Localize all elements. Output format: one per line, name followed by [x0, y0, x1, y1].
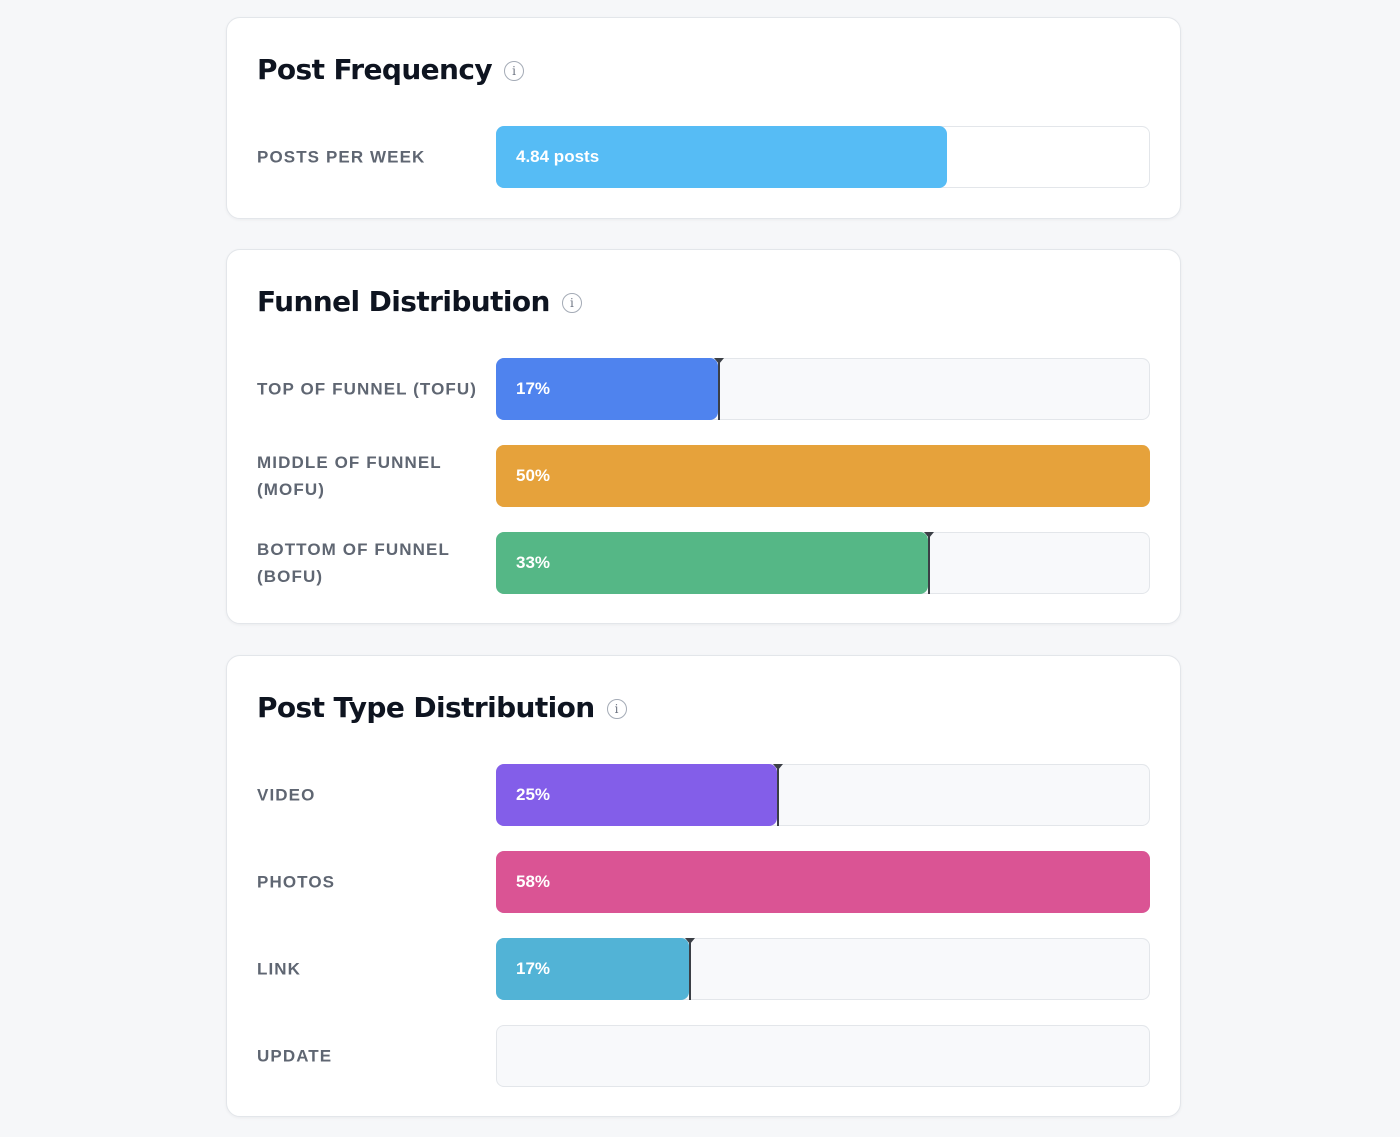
bar-value: 50%: [516, 466, 551, 485]
card-title-text: Post Frequency: [257, 53, 493, 86]
metric-label: MIDDLE OF FUNNEL (MOFU): [257, 453, 442, 499]
bar-track: 17%: [496, 358, 1150, 420]
metric-row-link: LINK 17%: [257, 938, 1150, 1000]
metric-label: POSTS PER WEEK: [257, 147, 426, 167]
card-title: Funnel Distribution i: [257, 288, 582, 316]
bar-track: 50%: [496, 445, 1150, 507]
bar-fill: 17%: [496, 938, 689, 1000]
bar-value: 25%: [516, 785, 551, 804]
bar-fill: 33%: [496, 532, 928, 594]
bar-track: 4.84 posts: [496, 126, 1150, 188]
card-title-text: Post Type Distribution: [257, 691, 595, 724]
metric-row-posts-per-week: POSTS PER WEEK 4.84 posts: [257, 126, 1150, 188]
metric-label: LINK: [257, 959, 302, 979]
bar-value: 58%: [516, 872, 551, 891]
bar-track: [496, 1025, 1150, 1087]
info-icon[interactable]: i: [561, 293, 582, 313]
info-icon[interactable]: i: [504, 61, 525, 81]
metric-label: VIDEO: [257, 785, 316, 805]
bar-track: 33%: [496, 532, 1150, 594]
funnel-distribution-card: Funnel Distribution i TOP OF FUNNEL (TOF…: [226, 249, 1181, 624]
bar-track: 25%: [496, 764, 1150, 826]
info-icon[interactable]: i: [606, 699, 627, 719]
bar-fill: 50%: [496, 445, 1150, 507]
metric-label: UPDATE: [257, 1046, 333, 1066]
bar-track: 58%: [496, 851, 1150, 913]
bar-marker: [924, 532, 934, 594]
metric-label: PHOTOS: [257, 872, 336, 892]
bar-value: 17%: [516, 959, 551, 978]
metric-row-photos: PHOTOS 58%: [257, 851, 1150, 913]
post-type-distribution-card: Post Type Distribution i VIDEO 25% PHOTO…: [226, 655, 1181, 1117]
metric-row-mofu: MIDDLE OF FUNNEL (MOFU) 50%: [257, 445, 1150, 507]
bar-marker: [714, 358, 724, 420]
metric-row-video: VIDEO 25%: [257, 764, 1150, 826]
bar-marker: [685, 938, 695, 1000]
bar-value: 33%: [516, 553, 551, 572]
metric-row-update: UPDATE: [257, 1025, 1150, 1087]
bar-marker: [773, 764, 783, 826]
metric-row-bofu: BOTTOM OF FUNNEL (BOFU) 33%: [257, 532, 1150, 594]
bar-fill: 17%: [496, 358, 718, 420]
bar-fill: 25%: [496, 764, 777, 826]
bar-track: 17%: [496, 938, 1150, 1000]
bar-value: 17%: [516, 379, 551, 398]
card-title: Post Type Distribution i: [257, 694, 627, 722]
bar-value: 4.84 posts: [516, 147, 600, 166]
metric-label: BOTTOM OF FUNNEL (BOFU): [257, 540, 450, 586]
bar-fill: 4.84 posts: [496, 126, 947, 188]
post-frequency-card: Post Frequency i POSTS PER WEEK 4.84 pos…: [226, 17, 1181, 219]
metric-row-tofu: TOP OF FUNNEL (TOFU) 17%: [257, 358, 1150, 420]
metric-label: TOP OF FUNNEL (TOFU): [257, 379, 478, 399]
card-title: Post Frequency i: [257, 53, 525, 86]
card-title-text: Funnel Distribution: [257, 285, 551, 318]
bar-fill: 58%: [496, 851, 1150, 913]
